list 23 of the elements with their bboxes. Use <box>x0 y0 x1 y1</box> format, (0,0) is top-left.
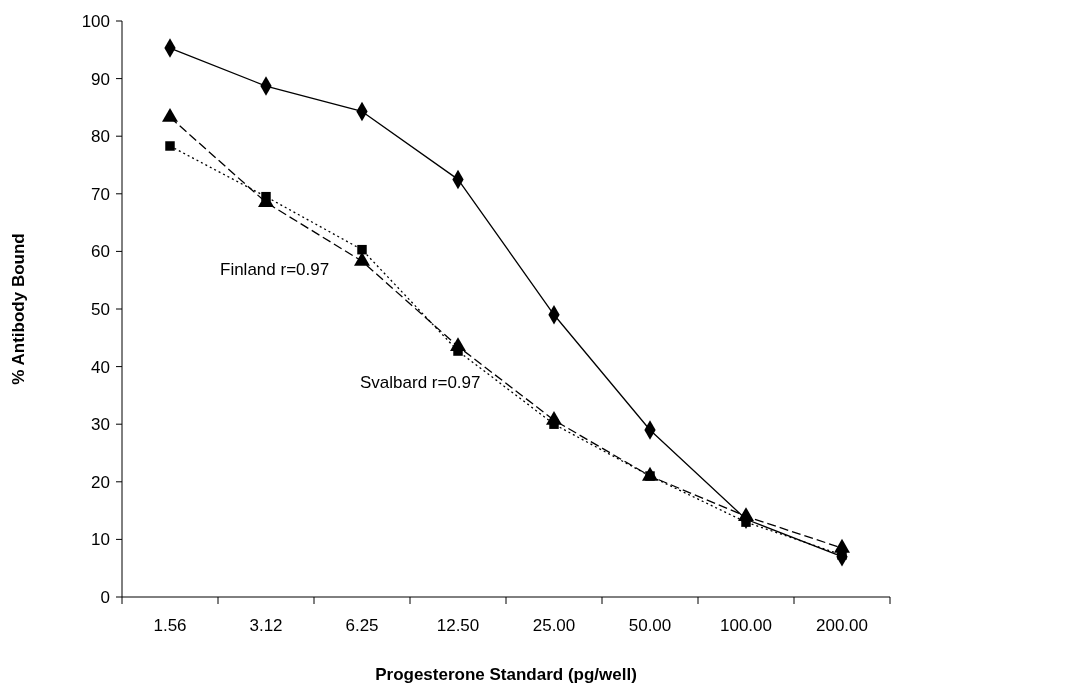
annotation: Svalbard r=0.97 <box>360 373 481 392</box>
y-tick-label: 70 <box>91 184 110 204</box>
y-tick-label: 90 <box>91 69 110 89</box>
x-tick-label: 50.00 <box>628 616 672 635</box>
x-tick-label: 200.00 <box>816 616 868 635</box>
x-tick-label: 1.56 <box>153 616 187 635</box>
y-tick-label: 100 <box>81 11 110 31</box>
x-tick-label: 25.00 <box>532 616 576 635</box>
y-tick-label: 30 <box>91 415 110 435</box>
annotation: Finland r=0.97 <box>220 260 330 279</box>
x-tick-label: 12.50 <box>436 616 480 635</box>
y-tick-label: 60 <box>91 242 110 262</box>
y-tick-label: 10 <box>91 530 110 550</box>
y-axis-title: % Antibody Bound <box>9 233 28 385</box>
x-tick-label: 6.25 <box>345 616 379 635</box>
x-axis-title: Progesterone Standard (pg/well) <box>375 665 637 684</box>
y-tick-label: 0 <box>100 587 110 607</box>
y-tick-label: 80 <box>91 127 110 147</box>
y-tick-label: 50 <box>91 299 110 319</box>
x-tick-label: 100.00 <box>720 616 772 635</box>
y-tick-label: 20 <box>91 472 110 492</box>
x-tick-label: 3.12 <box>249 616 283 635</box>
y-tick-label: 40 <box>91 357 110 377</box>
